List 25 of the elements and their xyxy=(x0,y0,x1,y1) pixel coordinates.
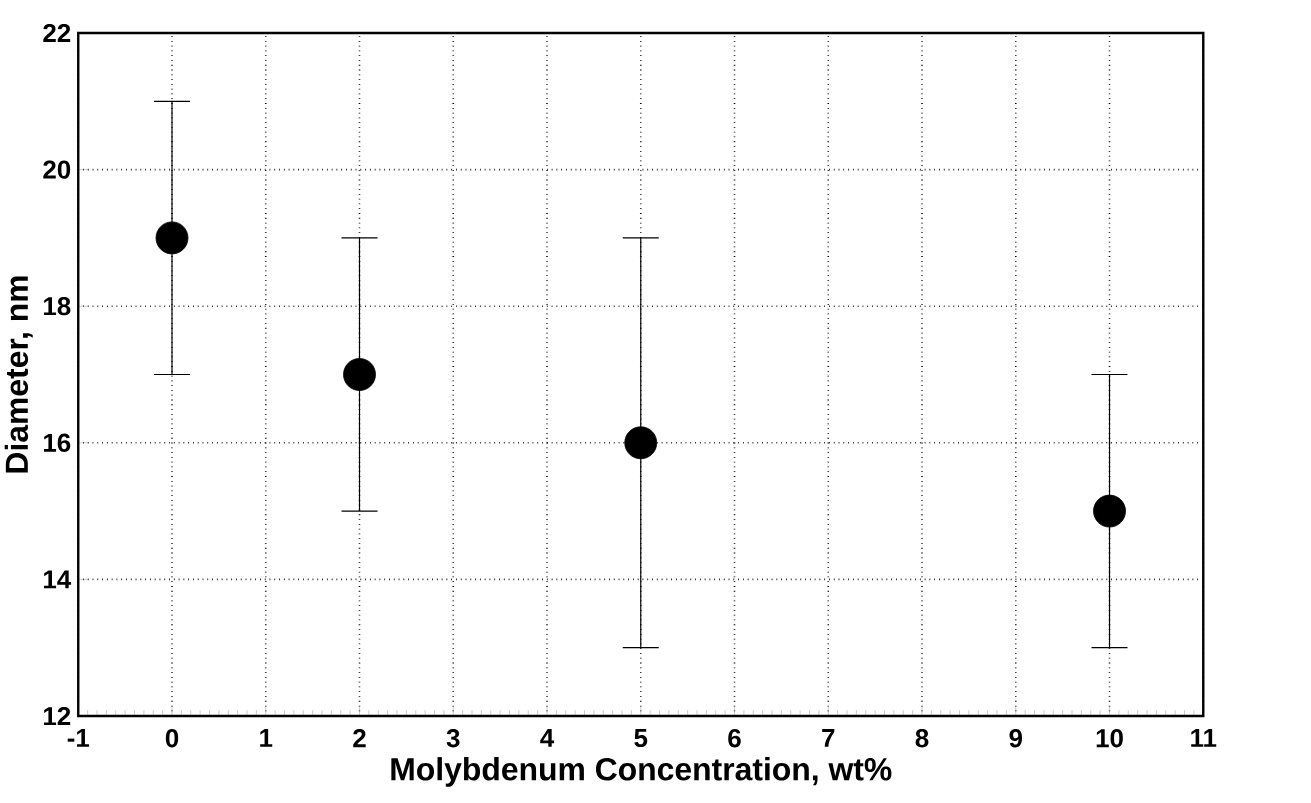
x-tick-label: 9 xyxy=(1009,729,1022,748)
y-tick-label: 22 xyxy=(43,23,71,43)
point xyxy=(155,221,189,255)
x-tick-label: 6 xyxy=(728,729,741,748)
x-tick-label: 10 xyxy=(1096,729,1123,748)
x-tick-label: 0 xyxy=(165,729,179,748)
x-tick-label: 5 xyxy=(634,729,648,748)
y-tick-label: 12 xyxy=(44,706,71,726)
x-tick-label: 8 xyxy=(915,729,929,748)
x-tick-label: 2 xyxy=(353,729,366,748)
y-axis-title: Diameter, nm xyxy=(4,276,33,473)
point xyxy=(1093,494,1126,528)
x-tick-label: 7 xyxy=(822,729,835,747)
point xyxy=(624,426,658,460)
y-tick-label: 18 xyxy=(44,297,71,316)
y-tick-label: 16 xyxy=(44,433,71,452)
x-axis-title: Molybdenum Concentration, wt% xyxy=(391,757,892,787)
x-tick-label: 1 xyxy=(260,729,273,747)
y-tick-label: 20 xyxy=(43,160,71,179)
x-tick-label: 4 xyxy=(540,729,555,747)
x-tick-label: -1 xyxy=(67,729,90,747)
point xyxy=(343,358,376,391)
x-tick-label: 3 xyxy=(446,729,460,748)
y-tick-label: 14 xyxy=(44,570,72,589)
x-tick-label: 11 xyxy=(1191,729,1217,747)
